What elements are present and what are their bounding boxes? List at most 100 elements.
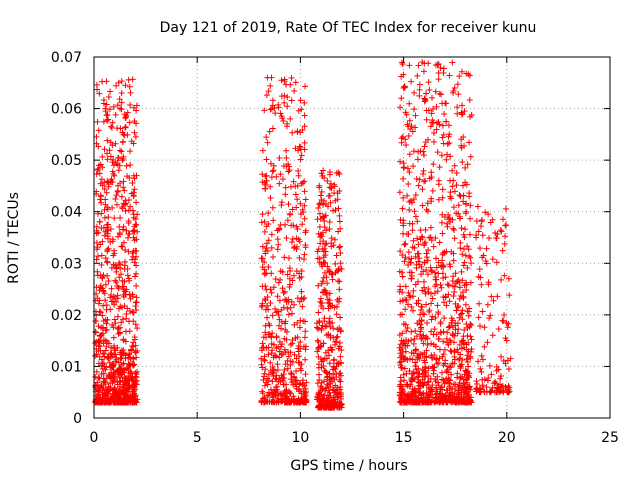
data-point xyxy=(405,132,412,139)
data-point xyxy=(425,246,432,253)
data-point xyxy=(270,399,277,406)
data-point xyxy=(435,196,442,203)
data-point xyxy=(498,276,505,283)
data-point xyxy=(289,310,296,317)
data-point xyxy=(119,129,126,136)
data-point xyxy=(271,105,278,112)
data-point xyxy=(414,250,421,257)
data-point xyxy=(105,245,112,252)
data-point xyxy=(99,238,106,245)
data-point xyxy=(133,199,140,206)
data-point xyxy=(261,382,268,389)
data-point xyxy=(453,182,460,189)
data-point xyxy=(287,341,294,348)
data-point xyxy=(274,308,281,315)
data-point xyxy=(455,276,462,283)
data-point xyxy=(269,330,276,337)
data-point xyxy=(104,150,111,157)
data-point xyxy=(102,297,109,304)
data-point xyxy=(93,256,100,263)
data-point xyxy=(326,397,333,404)
data-point xyxy=(436,390,443,397)
data-point xyxy=(259,302,266,309)
data-point xyxy=(437,281,444,288)
data-point xyxy=(417,321,424,328)
data-point xyxy=(278,199,285,206)
data-point xyxy=(430,341,437,348)
data-point xyxy=(98,324,105,331)
data-point xyxy=(302,343,309,350)
data-point xyxy=(336,218,343,225)
data-point xyxy=(112,111,119,118)
data-point xyxy=(498,383,505,390)
data-point xyxy=(463,70,470,77)
data-point xyxy=(406,151,413,158)
data-point xyxy=(95,374,102,381)
data-point xyxy=(264,375,271,382)
data-point xyxy=(282,361,289,368)
data-point xyxy=(479,356,486,363)
data-point xyxy=(114,313,121,320)
data-point xyxy=(435,259,442,266)
data-point xyxy=(410,293,417,300)
data-point xyxy=(430,243,437,250)
data-point xyxy=(129,293,136,300)
data-point xyxy=(336,404,343,411)
data-point xyxy=(446,72,453,79)
data-point xyxy=(416,255,423,262)
data-point xyxy=(109,322,116,329)
data-point xyxy=(422,97,429,104)
data-point xyxy=(399,289,406,296)
data-point xyxy=(468,336,475,343)
data-point xyxy=(336,325,343,332)
data-point xyxy=(460,333,467,340)
data-point xyxy=(333,311,340,318)
data-point xyxy=(274,246,281,253)
data-point xyxy=(101,206,108,213)
data-point xyxy=(458,225,465,232)
data-point xyxy=(120,138,127,145)
data-point xyxy=(320,167,327,174)
data-point xyxy=(133,299,140,306)
data-point xyxy=(104,258,111,265)
data-point xyxy=(460,340,467,347)
data-point xyxy=(451,360,458,367)
data-point xyxy=(107,153,114,160)
data-point xyxy=(259,179,266,186)
data-point xyxy=(292,335,299,342)
data-point xyxy=(113,82,120,89)
data-point xyxy=(104,178,111,185)
data-point xyxy=(399,345,406,352)
data-point xyxy=(317,240,324,247)
data-point xyxy=(409,227,416,234)
data-point xyxy=(126,230,133,237)
data-point xyxy=(98,371,105,378)
data-point xyxy=(316,184,323,191)
data-point xyxy=(502,233,509,240)
data-point xyxy=(297,210,304,217)
data-point xyxy=(96,90,103,97)
data-point xyxy=(108,124,115,131)
data-point xyxy=(293,355,300,362)
data-point xyxy=(479,232,486,239)
data-point xyxy=(448,399,455,406)
data-point xyxy=(113,201,120,208)
data-point xyxy=(109,238,116,245)
data-point xyxy=(98,224,105,231)
data-point xyxy=(440,299,447,306)
data-point xyxy=(293,204,300,211)
data-point xyxy=(449,183,456,190)
data-point xyxy=(281,346,288,353)
data-point xyxy=(285,161,292,168)
data-point xyxy=(421,311,428,318)
data-point xyxy=(493,259,500,266)
data-point xyxy=(262,322,269,329)
data-point xyxy=(120,178,127,185)
data-point xyxy=(477,389,484,396)
data-point xyxy=(428,316,435,323)
data-point xyxy=(326,318,333,325)
data-point xyxy=(426,86,433,93)
data-point xyxy=(453,280,460,287)
data-point xyxy=(437,64,444,71)
data-point xyxy=(488,371,495,378)
